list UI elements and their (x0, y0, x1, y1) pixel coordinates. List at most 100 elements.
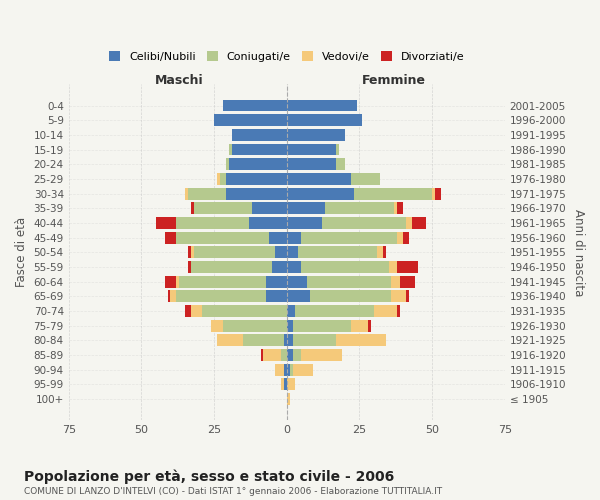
Bar (287, 173, 351, 185)
Bar (185, 188, 188, 200)
Bar (290, 364, 293, 376)
Bar (412, 217, 427, 229)
Bar (185, 305, 191, 317)
Bar (179, 276, 266, 287)
Bar (217, 334, 243, 346)
Bar (374, 305, 397, 317)
Bar (232, 144, 287, 156)
Bar (301, 261, 389, 273)
Bar (260, 349, 263, 361)
Bar (403, 232, 409, 243)
Bar (435, 188, 441, 200)
Bar (188, 261, 191, 273)
Bar (164, 232, 176, 243)
Bar (310, 290, 391, 302)
Bar (176, 232, 269, 243)
Bar (287, 100, 356, 112)
Bar (287, 320, 293, 332)
Bar (269, 232, 287, 243)
Bar (397, 305, 400, 317)
Bar (275, 246, 287, 258)
Bar (272, 261, 287, 273)
Bar (351, 173, 380, 185)
Bar (287, 114, 362, 126)
Bar (383, 246, 386, 258)
Bar (389, 261, 397, 273)
Bar (214, 114, 287, 126)
Text: COMUNE DI LANZO D'INTELVI (CO) - Dati ISTAT 1° gennaio 2006 - Elaborazione TUTTI: COMUNE DI LANZO D'INTELVI (CO) - Dati IS… (24, 488, 442, 496)
Bar (232, 129, 287, 141)
Bar (281, 378, 284, 390)
Bar (167, 290, 170, 302)
Bar (176, 290, 266, 302)
Bar (287, 188, 353, 200)
Bar (252, 202, 287, 214)
Bar (284, 378, 287, 390)
Bar (226, 173, 287, 185)
Bar (191, 246, 194, 258)
Bar (351, 320, 368, 332)
Text: Maschi: Maschi (155, 74, 203, 86)
Bar (400, 276, 415, 287)
Bar (287, 349, 293, 361)
Bar (287, 364, 290, 376)
Bar (287, 144, 336, 156)
Bar (170, 290, 176, 302)
Bar (188, 246, 191, 258)
Bar (293, 349, 301, 361)
Bar (287, 158, 336, 170)
Bar (275, 364, 284, 376)
Bar (287, 305, 295, 317)
Bar (226, 188, 287, 200)
Bar (266, 276, 287, 287)
Bar (287, 334, 293, 346)
Bar (223, 100, 287, 112)
Legend: Celibi/Nubili, Coniugati/e, Vedovi/e, Divorziati/e: Celibi/Nubili, Coniugati/e, Vedovi/e, Di… (104, 46, 469, 66)
Bar (287, 129, 345, 141)
Bar (202, 305, 287, 317)
Bar (397, 202, 403, 214)
Bar (301, 349, 342, 361)
Bar (287, 246, 298, 258)
Bar (336, 144, 339, 156)
Bar (217, 173, 220, 185)
Bar (406, 217, 412, 229)
Bar (295, 305, 374, 317)
Bar (194, 202, 252, 214)
Bar (293, 364, 313, 376)
Bar (249, 217, 287, 229)
Y-axis label: Fasce di età: Fasce di età (15, 218, 28, 288)
Bar (176, 276, 179, 287)
Bar (301, 232, 397, 243)
Bar (336, 158, 345, 170)
Bar (406, 290, 409, 302)
Bar (287, 378, 295, 390)
Bar (432, 188, 435, 200)
Bar (391, 290, 406, 302)
Bar (293, 334, 336, 346)
Bar (368, 320, 371, 332)
Bar (391, 276, 400, 287)
Bar (211, 320, 223, 332)
Bar (287, 232, 301, 243)
Bar (353, 188, 432, 200)
Text: Popolazione per età, sesso e stato civile - 2006: Popolazione per età, sesso e stato civil… (24, 470, 394, 484)
Bar (287, 217, 322, 229)
Bar (287, 393, 290, 405)
Bar (263, 349, 281, 361)
Bar (336, 334, 386, 346)
Bar (287, 290, 310, 302)
Bar (281, 349, 287, 361)
Bar (156, 217, 176, 229)
Bar (397, 261, 418, 273)
Bar (293, 320, 351, 332)
Bar (191, 305, 202, 317)
Bar (220, 173, 226, 185)
Text: Femmine: Femmine (362, 74, 427, 86)
Bar (223, 320, 287, 332)
Bar (394, 202, 397, 214)
Bar (325, 202, 394, 214)
Bar (322, 217, 406, 229)
Bar (226, 158, 229, 170)
Bar (229, 158, 287, 170)
